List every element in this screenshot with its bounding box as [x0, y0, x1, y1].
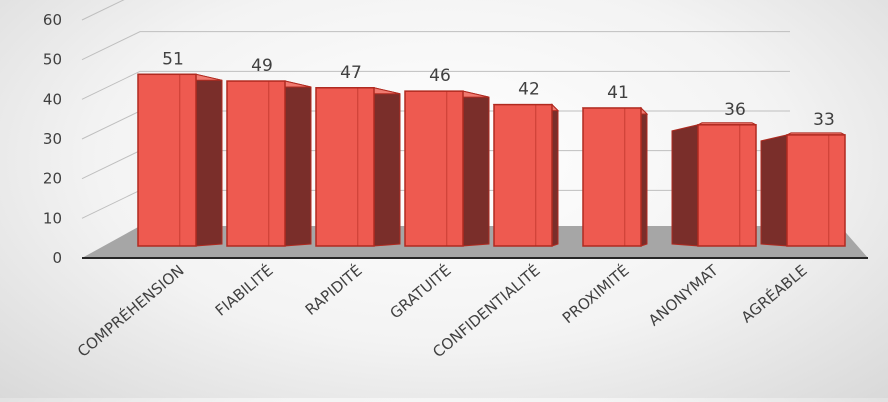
data-label: 42 [518, 80, 540, 100]
bar-front [697, 124, 757, 247]
x-tick-label: FIABILITÉ [211, 261, 276, 320]
bar-front [315, 87, 375, 247]
y-tick-label: 50 [43, 51, 62, 69]
gridline [81, 0, 125, 21]
bar-side [760, 134, 788, 247]
bar-front [582, 107, 642, 247]
data-label: 49 [251, 56, 273, 76]
data-label: 47 [340, 63, 362, 83]
y-tick-label: 30 [43, 130, 62, 148]
gridline [81, 70, 790, 100]
bar-side [671, 124, 699, 247]
x-tick-label: AGRÉABLE [737, 261, 810, 327]
bar: 51 [137, 49, 223, 247]
bar: 33 [760, 110, 846, 247]
data-label: 33 [813, 110, 835, 130]
data-label: 36 [724, 100, 746, 120]
bar-front [786, 134, 846, 247]
bar-front [137, 73, 197, 247]
y-axis-tick-labels: 0 10 20 30 40 50 60 [43, 11, 62, 267]
bar: 49 [226, 56, 312, 247]
bar-front [493, 103, 553, 247]
y-tick-label: 60 [43, 11, 62, 29]
y-tick-label: 20 [43, 170, 62, 188]
data-label: 41 [607, 83, 629, 103]
x-axis-tick-labels: COMPRÉHENSION FIABILITÉ RAPIDITÉ GRATUITÉCO… [73, 261, 810, 362]
x-tick-label: GRATUITÉ [386, 261, 455, 323]
bar-side [640, 106, 648, 247]
bar-side [462, 90, 490, 247]
y-tick-label: 10 [43, 209, 62, 227]
x-tick-label: PROXIMITÉ [558, 261, 632, 328]
y-tick-label: 40 [43, 90, 62, 108]
bar: 42 [492, 80, 560, 247]
data-label: 46 [429, 66, 451, 86]
x-tick-label: COMPRÉHENSION [73, 261, 187, 361]
bars: 51 49 47 46 42 41 36 33 [137, 49, 846, 247]
bar: 47 [315, 63, 401, 247]
data-label: 51 [162, 49, 184, 69]
bar: 46 [404, 66, 490, 247]
x-tick-label: RAPIDITÉ [301, 261, 365, 319]
gridline [81, 31, 790, 61]
bar-front [404, 90, 464, 247]
bar-side [284, 80, 312, 247]
y-tick-label: 0 [52, 249, 62, 267]
bar: 36 [671, 100, 757, 247]
x-tick-label: ANONYMAT [645, 261, 722, 330]
bar-side [373, 87, 401, 247]
bar: 41 [581, 83, 649, 247]
bar-side [195, 73, 223, 247]
bar-front [226, 80, 286, 247]
bar-side [551, 103, 559, 247]
